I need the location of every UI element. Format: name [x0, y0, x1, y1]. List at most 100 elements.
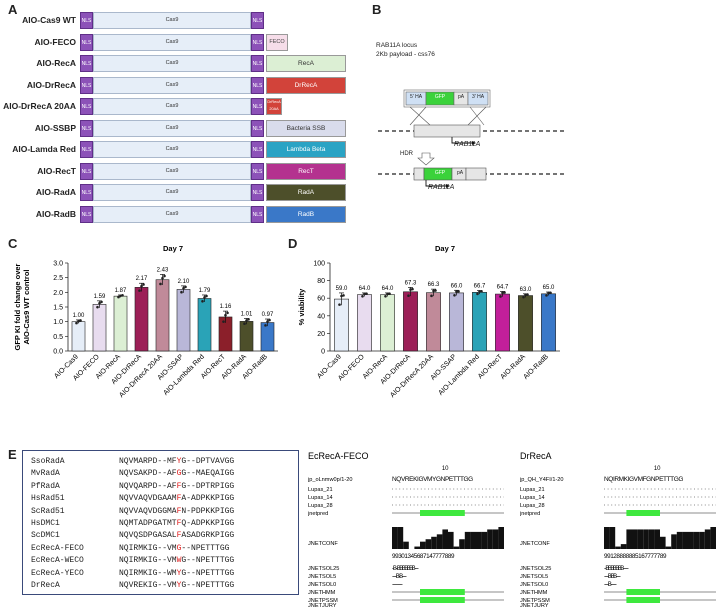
data-point [388, 292, 391, 295]
promoter-arrow-1 [451, 137, 472, 144]
y-tick-label: 1.5 [53, 305, 63, 312]
value-label: 64.0 [382, 286, 394, 292]
data-point [384, 294, 387, 298]
jpred-row-label: JNETSOL5 [308, 574, 336, 580]
construct-label: AIO-FECO [34, 36, 76, 47]
jpred-row-label: JNETSOL0 [308, 582, 336, 588]
conf-bar [704, 529, 711, 549]
y-tick-label: 0.0 [53, 349, 63, 356]
construct-label: AIO-RadB [35, 208, 76, 219]
nls-box: NLS [251, 12, 264, 29]
locus-svg [378, 89, 566, 188]
conf-bar [431, 536, 437, 549]
data-point [365, 292, 368, 295]
data-point [340, 294, 343, 298]
bar [155, 279, 170, 352]
construct-label: AIO-SSBP [34, 122, 76, 133]
conf-bar [676, 531, 683, 549]
data-point [121, 294, 124, 297]
conf-bar [420, 541, 426, 549]
data-point [434, 289, 437, 292]
data-point [201, 300, 204, 303]
panel-letter-e: E [8, 447, 17, 462]
data-point [549, 291, 552, 295]
gene-label-1: RAB11A [454, 141, 481, 148]
jpred-row-label: jnetpred [520, 511, 540, 517]
y-tick-label: 20 [317, 331, 325, 338]
data-point [100, 300, 103, 304]
value-label: 1.16 [220, 304, 232, 310]
data-point [138, 289, 141, 292]
jpred-row-label: JNETSOL25 [520, 566, 551, 572]
jpred-row-label: Lupas_14 [308, 495, 333, 501]
data-point [75, 321, 78, 325]
data-point [407, 294, 410, 298]
sequence-suffix: --NPETTTGG [181, 543, 230, 553]
value-label: 59.0 [336, 286, 348, 292]
y-axis-label: GFP KI fold change overAIO-Cas9 WT contr… [13, 263, 31, 350]
sequence-prefix: NQVSAKPD--AF [119, 469, 177, 479]
data-point [161, 276, 164, 280]
conf-bar [682, 531, 688, 549]
conf-bar [481, 531, 488, 549]
conf-bar [637, 529, 644, 549]
value-label: 66.7 [474, 284, 486, 290]
conf-bar [476, 531, 482, 549]
data-point [142, 283, 145, 286]
alignment-box: SsoRadA NQVMARPD--MFYG--DPTVAVGG MvRadA NQV… [22, 450, 299, 595]
conf-bar [632, 529, 638, 549]
bar [426, 292, 441, 352]
conf-bar [620, 544, 627, 549]
nls-box: NLS [251, 119, 264, 137]
conf-bar [626, 529, 632, 549]
jpred-row-label: JNETSOL5 [520, 574, 548, 580]
jpred-row-label: JNETCONF [308, 541, 338, 547]
data-point [205, 294, 208, 298]
y-tick-label: 3.0 [53, 261, 63, 268]
sequence-prefix: NQVVAQVDGAAM [119, 494, 177, 504]
bar [197, 298, 212, 352]
alignment-row: ScDMC1 NQVQSDPGASALFASADGRKPIGG [31, 531, 234, 540]
jpred-svg: DrRecA 10 jp_QH_Y4FI/1-20 NQIRMKIGVMFGNPETT… [519, 451, 716, 609]
conf-bar [654, 529, 660, 549]
sequence-suffix: Q-ADPKKPIGG [181, 519, 235, 528]
data-point [245, 319, 248, 322]
jpred-row-label: jnetpred [308, 511, 328, 517]
x-tick-label: AIO-DrRecA 20AA [389, 353, 435, 399]
sequence-suffix: G--DPTVAVGG [181, 457, 235, 466]
highlighted-residue: F [176, 494, 182, 504]
value-label: 1.01 [241, 311, 253, 317]
sol5-values: - - - - - - - - B - B B - - - - - - - - [604, 574, 621, 580]
y-tick-label: 80 [317, 278, 325, 285]
value-label: 2.43 [157, 267, 169, 273]
jpred-row-label: JNETSOL0 [520, 582, 548, 588]
jpred-row-label: JNETHMM [520, 590, 548, 596]
data-point [455, 290, 458, 293]
data-point [480, 289, 483, 293]
gfp-label-2: GFP [434, 170, 446, 176]
sequence-name: HsDMC1 [31, 519, 60, 528]
chart-gfp-fold-change: Day 7 0.0 0.5 1.0 1.5 2.0 2.5 3.0 GFP KI fold ch… [13, 244, 278, 399]
nls-box: NLS [251, 162, 264, 180]
conf-values: 99301345687147777889 [392, 553, 455, 560]
x-tick-label: AIO-Lambda Red [437, 353, 481, 397]
bar [380, 294, 395, 352]
sequence-prefix: NQVMARPD--MF [119, 457, 177, 466]
bar [260, 322, 275, 352]
data-point [526, 293, 529, 296]
crossover-line-1 [409, 106, 431, 126]
value-label: 66.0 [451, 283, 463, 289]
data-point [342, 294, 345, 297]
y-tick-label: 2.0 [53, 290, 63, 297]
data-point [224, 313, 227, 317]
crossover-line-2 [409, 106, 427, 126]
gfp-label: GFP [434, 94, 446, 100]
sequence-name: EcRecA-FECO [31, 543, 84, 553]
conf-bar [498, 527, 504, 549]
jpred-title: EcRecA-FECO [308, 451, 369, 461]
nls-box: NLS [80, 141, 93, 158]
conf-bar [453, 546, 460, 549]
highlighted-residue: W [176, 556, 182, 566]
helix-bar [420, 589, 465, 595]
